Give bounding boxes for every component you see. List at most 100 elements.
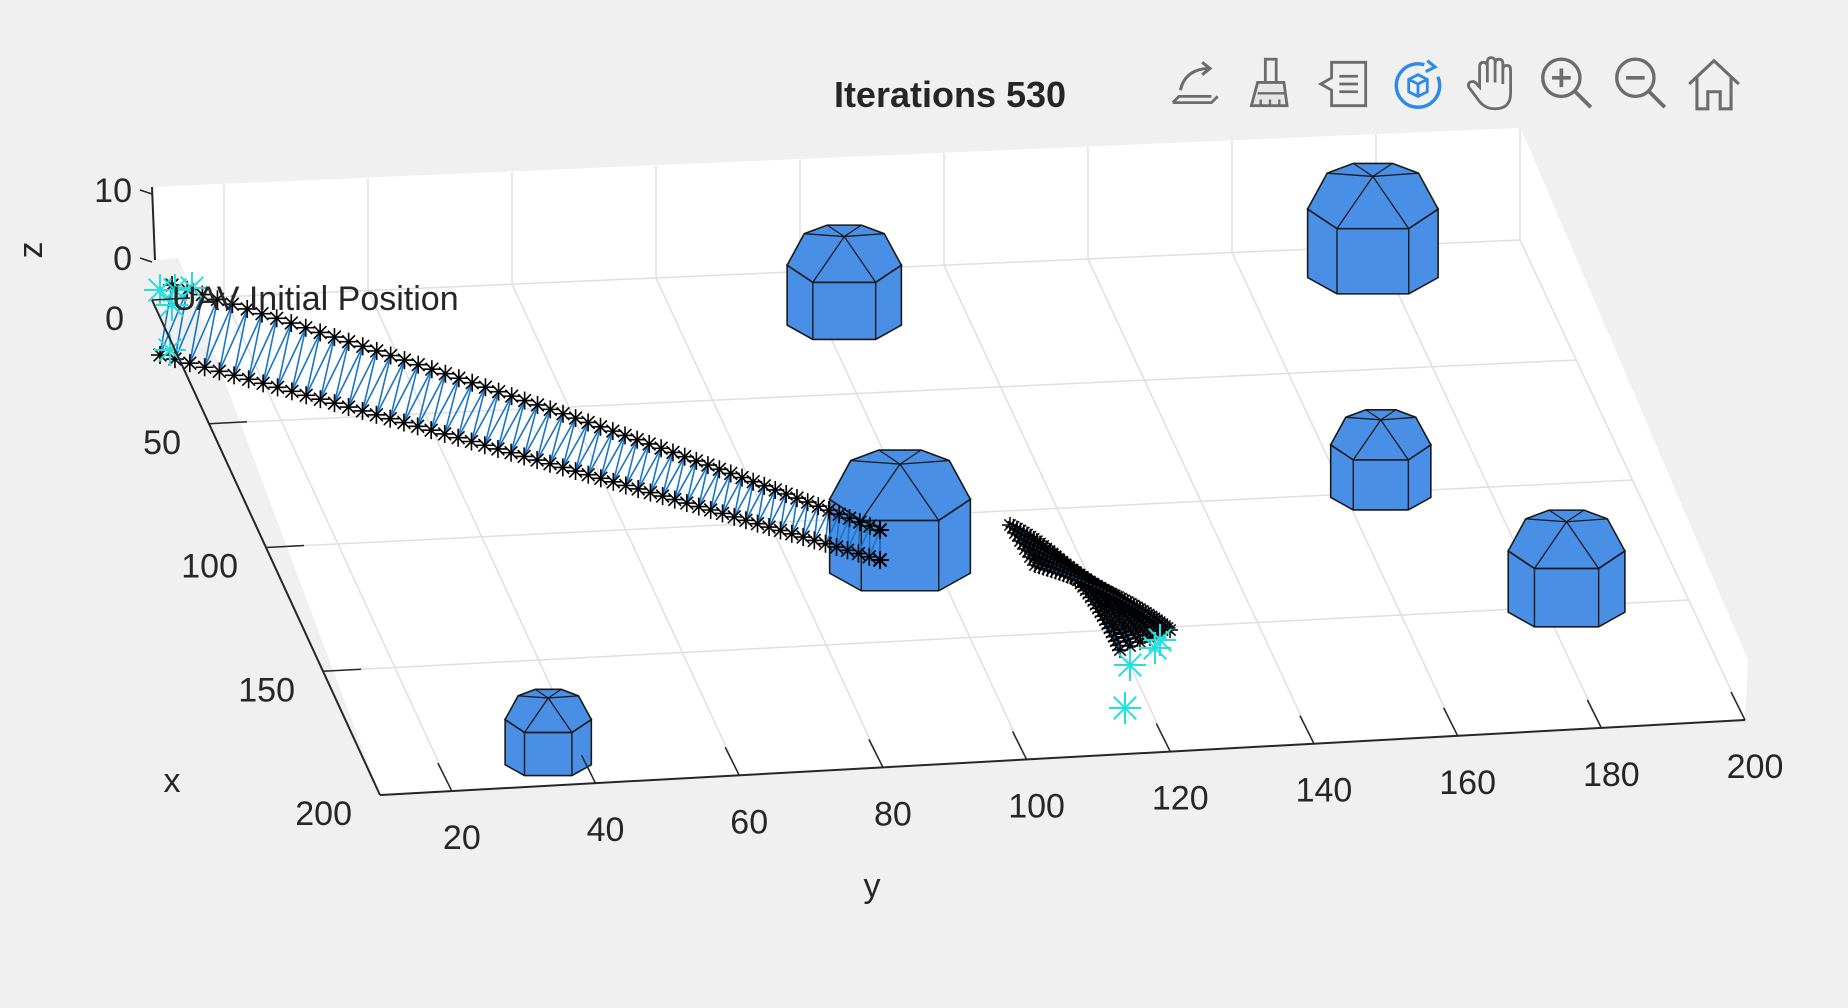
home-button[interactable] [1678, 48, 1750, 120]
trajectory-marker [860, 547, 879, 566]
trajectory-marker [296, 318, 315, 337]
trajectory-segment [470, 387, 487, 442]
y-tick [1730, 691, 1746, 721]
trajectory-segment [457, 382, 473, 438]
trajectory-segment [389, 364, 419, 420]
axes-side-wall [1520, 128, 1748, 720]
trajectory-segment [721, 473, 732, 514]
grid-line-y [1087, 258, 1315, 745]
trajectory-marker [238, 299, 257, 318]
y-tick-label: 80 [874, 795, 912, 833]
x-tick-label: 100 [181, 548, 238, 586]
trajectory-segment [686, 464, 709, 504]
trajectory-segment [430, 373, 447, 431]
trajectory-segment [779, 497, 798, 531]
trajectory-marker [528, 395, 547, 414]
y-tick-label: 180 [1583, 756, 1640, 794]
trajectory-marker [422, 360, 441, 379]
trajectory-marker [367, 405, 386, 424]
trajectory-segment [536, 413, 564, 461]
trajectory-segment [203, 303, 234, 368]
x-tick [322, 668, 362, 672]
brush-button[interactable] [1234, 48, 1306, 120]
trajectory-segment [375, 355, 392, 416]
trajectory-marker [462, 432, 481, 451]
grid-line-y [1375, 245, 1602, 729]
trajectory-marker [794, 528, 813, 547]
obstacle-dome [786, 224, 903, 341]
trajectory-marker [553, 458, 572, 477]
trajectory-marker [713, 504, 732, 523]
trajectory-segment [291, 327, 307, 392]
trajectory-segment [333, 345, 364, 404]
trajectory-marker [381, 346, 400, 365]
trajectory-marker [591, 469, 610, 488]
y-tick-label: 100 [1008, 787, 1065, 825]
trajectory-marker [311, 323, 330, 342]
home-icon [1688, 58, 1740, 111]
trajectory-marker [353, 401, 372, 420]
trajectory-marker [502, 443, 521, 462]
y-tick [1011, 731, 1028, 760]
trajectory-segment [791, 501, 809, 535]
pan-icon [1466, 56, 1512, 111]
z-tick [139, 189, 153, 195]
trajectory-segment [587, 426, 602, 475]
trajectory-segment [709, 469, 721, 511]
trajectory-segment [624, 439, 638, 486]
y-tick [580, 754, 597, 784]
zoom-in-icon [1541, 57, 1593, 109]
data-tips-button[interactable] [1308, 48, 1380, 120]
trajectory-segment [403, 368, 433, 423]
trajectory-segment [649, 452, 674, 493]
trajectory-marker [325, 394, 344, 413]
trajectory-segment [709, 473, 732, 511]
trajectory-segment [470, 391, 500, 442]
export-button[interactable] [1160, 48, 1232, 120]
trajectory-marker [515, 391, 534, 410]
trajectory-segment [218, 308, 248, 372]
pan-button[interactable] [1456, 48, 1528, 120]
trajectory-marker [736, 511, 755, 530]
grid-lines [151, 128, 1746, 796]
trajectory-segment [189, 299, 219, 364]
trajectory-segment [779, 493, 787, 531]
zoom-in-button[interactable] [1530, 48, 1602, 120]
trajectory-marker [805, 531, 824, 550]
trajectory-marker [225, 366, 244, 385]
chart-title: Iterations 530 [834, 74, 1066, 115]
trajectory-segment [536, 409, 552, 461]
trajectory-marker [253, 304, 272, 323]
trajectory-segment [361, 350, 378, 412]
trajectory-marker [566, 409, 585, 428]
trajectory-segment [549, 413, 564, 464]
y-tick-label: 20 [443, 819, 481, 857]
zoom-out-button[interactable] [1604, 48, 1676, 120]
trajectory-segment [574, 422, 589, 472]
rotate-3d-button[interactable] [1382, 48, 1454, 120]
z-axis-label: z [12, 242, 50, 259]
z-tick [139, 257, 153, 263]
trajectory-segment [733, 477, 743, 518]
trajectory-marker [871, 551, 889, 569]
trajectory-marker [566, 462, 585, 481]
obstacles-group [504, 162, 1626, 777]
trajectory-segment [203, 299, 219, 368]
trajectory-segment [612, 439, 638, 483]
trajectory-marker [395, 351, 414, 370]
trajectory-segment [549, 417, 577, 465]
obstacle-dome [1329, 409, 1432, 511]
trajectory-marker [254, 374, 273, 393]
trajectory-marker [436, 364, 455, 383]
trajectory-marker [663, 443, 682, 462]
y-tick [1586, 699, 1602, 729]
trajectory-marker [838, 541, 857, 560]
trajectory-marker [394, 413, 413, 432]
trajectory-segment [661, 452, 674, 497]
trajectory-segment [802, 505, 820, 538]
trajectory-segment [523, 408, 552, 457]
trajectory-marker [541, 454, 559, 473]
trajectory-segment [745, 481, 754, 521]
tick-marks [139, 189, 1746, 796]
